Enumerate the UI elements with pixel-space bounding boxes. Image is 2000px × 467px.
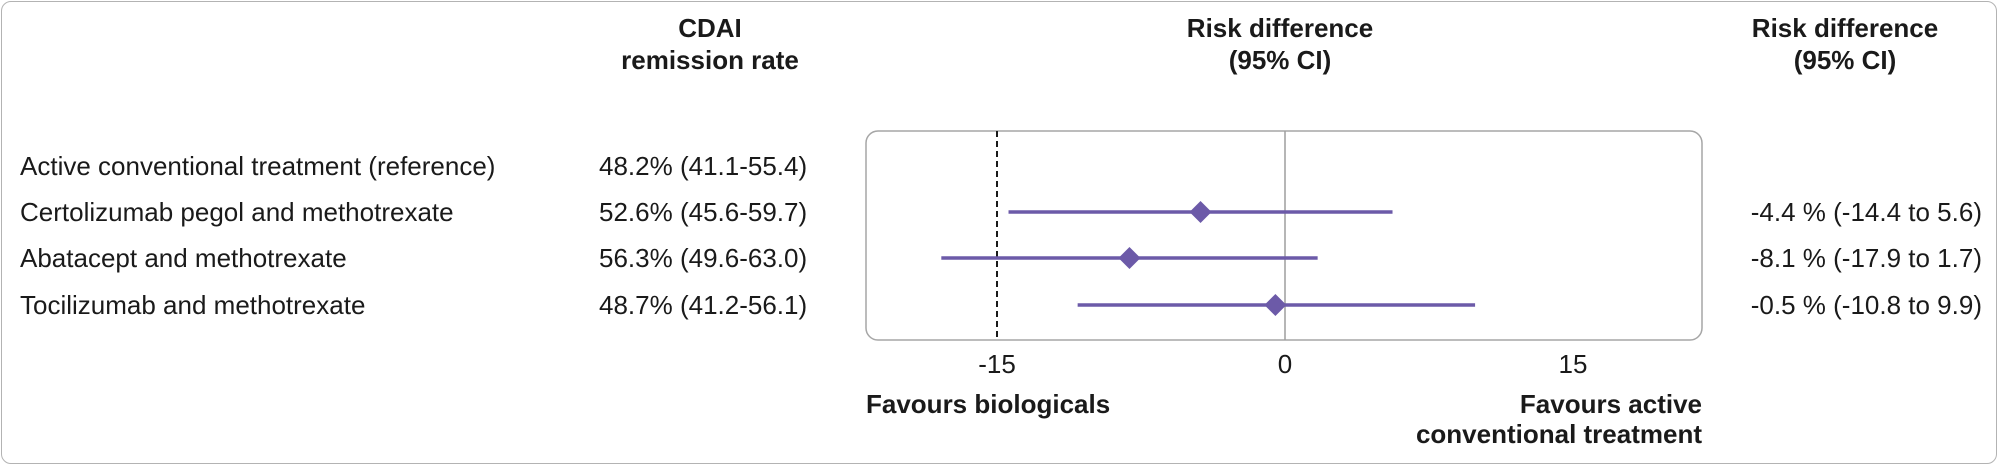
header-risk-difference-values: Risk difference (95% CI) [1715,12,1975,76]
favours-biologicals-label: Favours biologicals [866,389,1111,419]
x-tick-label: 0 [1278,349,1292,379]
row-rd-tocilizumab: -0.5 % (-10.8 to 9.9) [1750,290,1982,320]
x-tick-label: -15 [978,349,1016,379]
header-rd-right-line1: Risk difference [1751,13,1939,43]
estimate-marker-row-1 [1189,201,1212,223]
favours-right-line2: conventional treatment [1415,419,1702,449]
row-label-certolizumab: Certolizumab pegol and methotrexate [20,197,454,227]
row-rd-certolizumab: -4.4 % (-14.4 to 5.6) [1750,197,1982,227]
row-label-reference: Active conventional treatment (reference… [20,151,496,181]
header-rd-line1: Risk difference [1186,13,1374,43]
row-label-tocilizumab: Tocilizumab and methotrexate [20,290,366,320]
row-label-abatacept: Abatacept and methotrexate [20,243,347,273]
estimate-marker-row-2 [1118,247,1141,269]
x-tick-label: 15 [1559,349,1588,379]
favours-conventional-label: Favours active conventional treatment [1380,389,1702,449]
header-rd-line2: (95% CI) [1228,45,1332,75]
header-rd-right-line2: (95% CI) [1793,45,1897,75]
header-risk-difference-plot: Risk difference (95% CI) [1100,12,1460,76]
row-rate-tocilizumab: 48.7% (41.2-56.1) [599,290,808,320]
row-rd-abatacept: -8.1 % (-17.9 to 1.7) [1750,243,1982,273]
estimate-marker-row-3 [1264,294,1287,316]
header-cdai-line1: CDAI [678,13,742,43]
row-rate-certolizumab: 52.6% (45.6-59.7) [599,197,808,227]
header-cdai-remission-rate: CDAI remission rate [560,12,860,76]
favours-right-line1: Favours active [1519,389,1702,419]
row-rate-reference: 48.2% (41.1-55.4) [599,151,808,181]
header-cdai-line2: remission rate [621,45,799,75]
row-rate-abatacept: 56.3% (49.6-63.0) [599,243,808,273]
plot-panel [865,130,1703,341]
